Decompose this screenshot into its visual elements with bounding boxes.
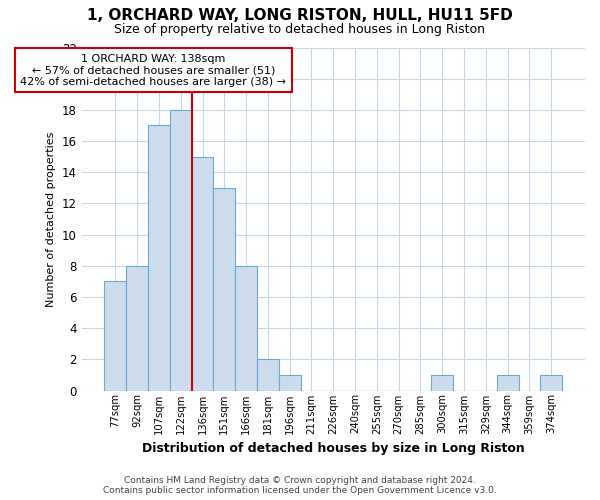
Bar (126, 266, 148, 390)
Y-axis label: Number of detached properties: Number of detached properties (46, 132, 56, 306)
Bar (497, 375, 518, 390)
Bar (279, 375, 301, 390)
Text: 1 ORCHARD WAY: 138sqm
← 57% of detached houses are smaller (51)
42% of semi-deta: 1 ORCHARD WAY: 138sqm ← 57% of detached … (20, 54, 286, 87)
Text: Size of property relative to detached houses in Long Riston: Size of property relative to detached ho… (115, 22, 485, 36)
Bar (191, 156, 214, 390)
Bar (170, 110, 191, 390)
Bar (214, 188, 235, 390)
Bar (541, 375, 562, 390)
Bar (431, 375, 453, 390)
Bar (148, 126, 170, 390)
Bar (257, 360, 279, 390)
Text: Contains HM Land Registry data © Crown copyright and database right 2024.
Contai: Contains HM Land Registry data © Crown c… (103, 476, 497, 495)
Bar (104, 282, 126, 391)
Text: 1, ORCHARD WAY, LONG RISTON, HULL, HU11 5FD: 1, ORCHARD WAY, LONG RISTON, HULL, HU11 … (87, 8, 513, 22)
X-axis label: Distribution of detached houses by size in Long Riston: Distribution of detached houses by size … (142, 442, 524, 455)
Bar (235, 266, 257, 390)
